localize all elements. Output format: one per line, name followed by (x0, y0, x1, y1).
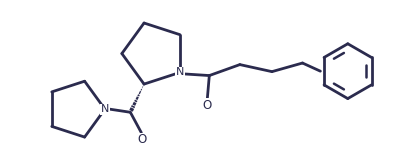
Text: O: O (137, 133, 147, 146)
Text: N: N (101, 104, 109, 114)
Text: O: O (202, 99, 211, 112)
Text: N: N (176, 67, 184, 77)
